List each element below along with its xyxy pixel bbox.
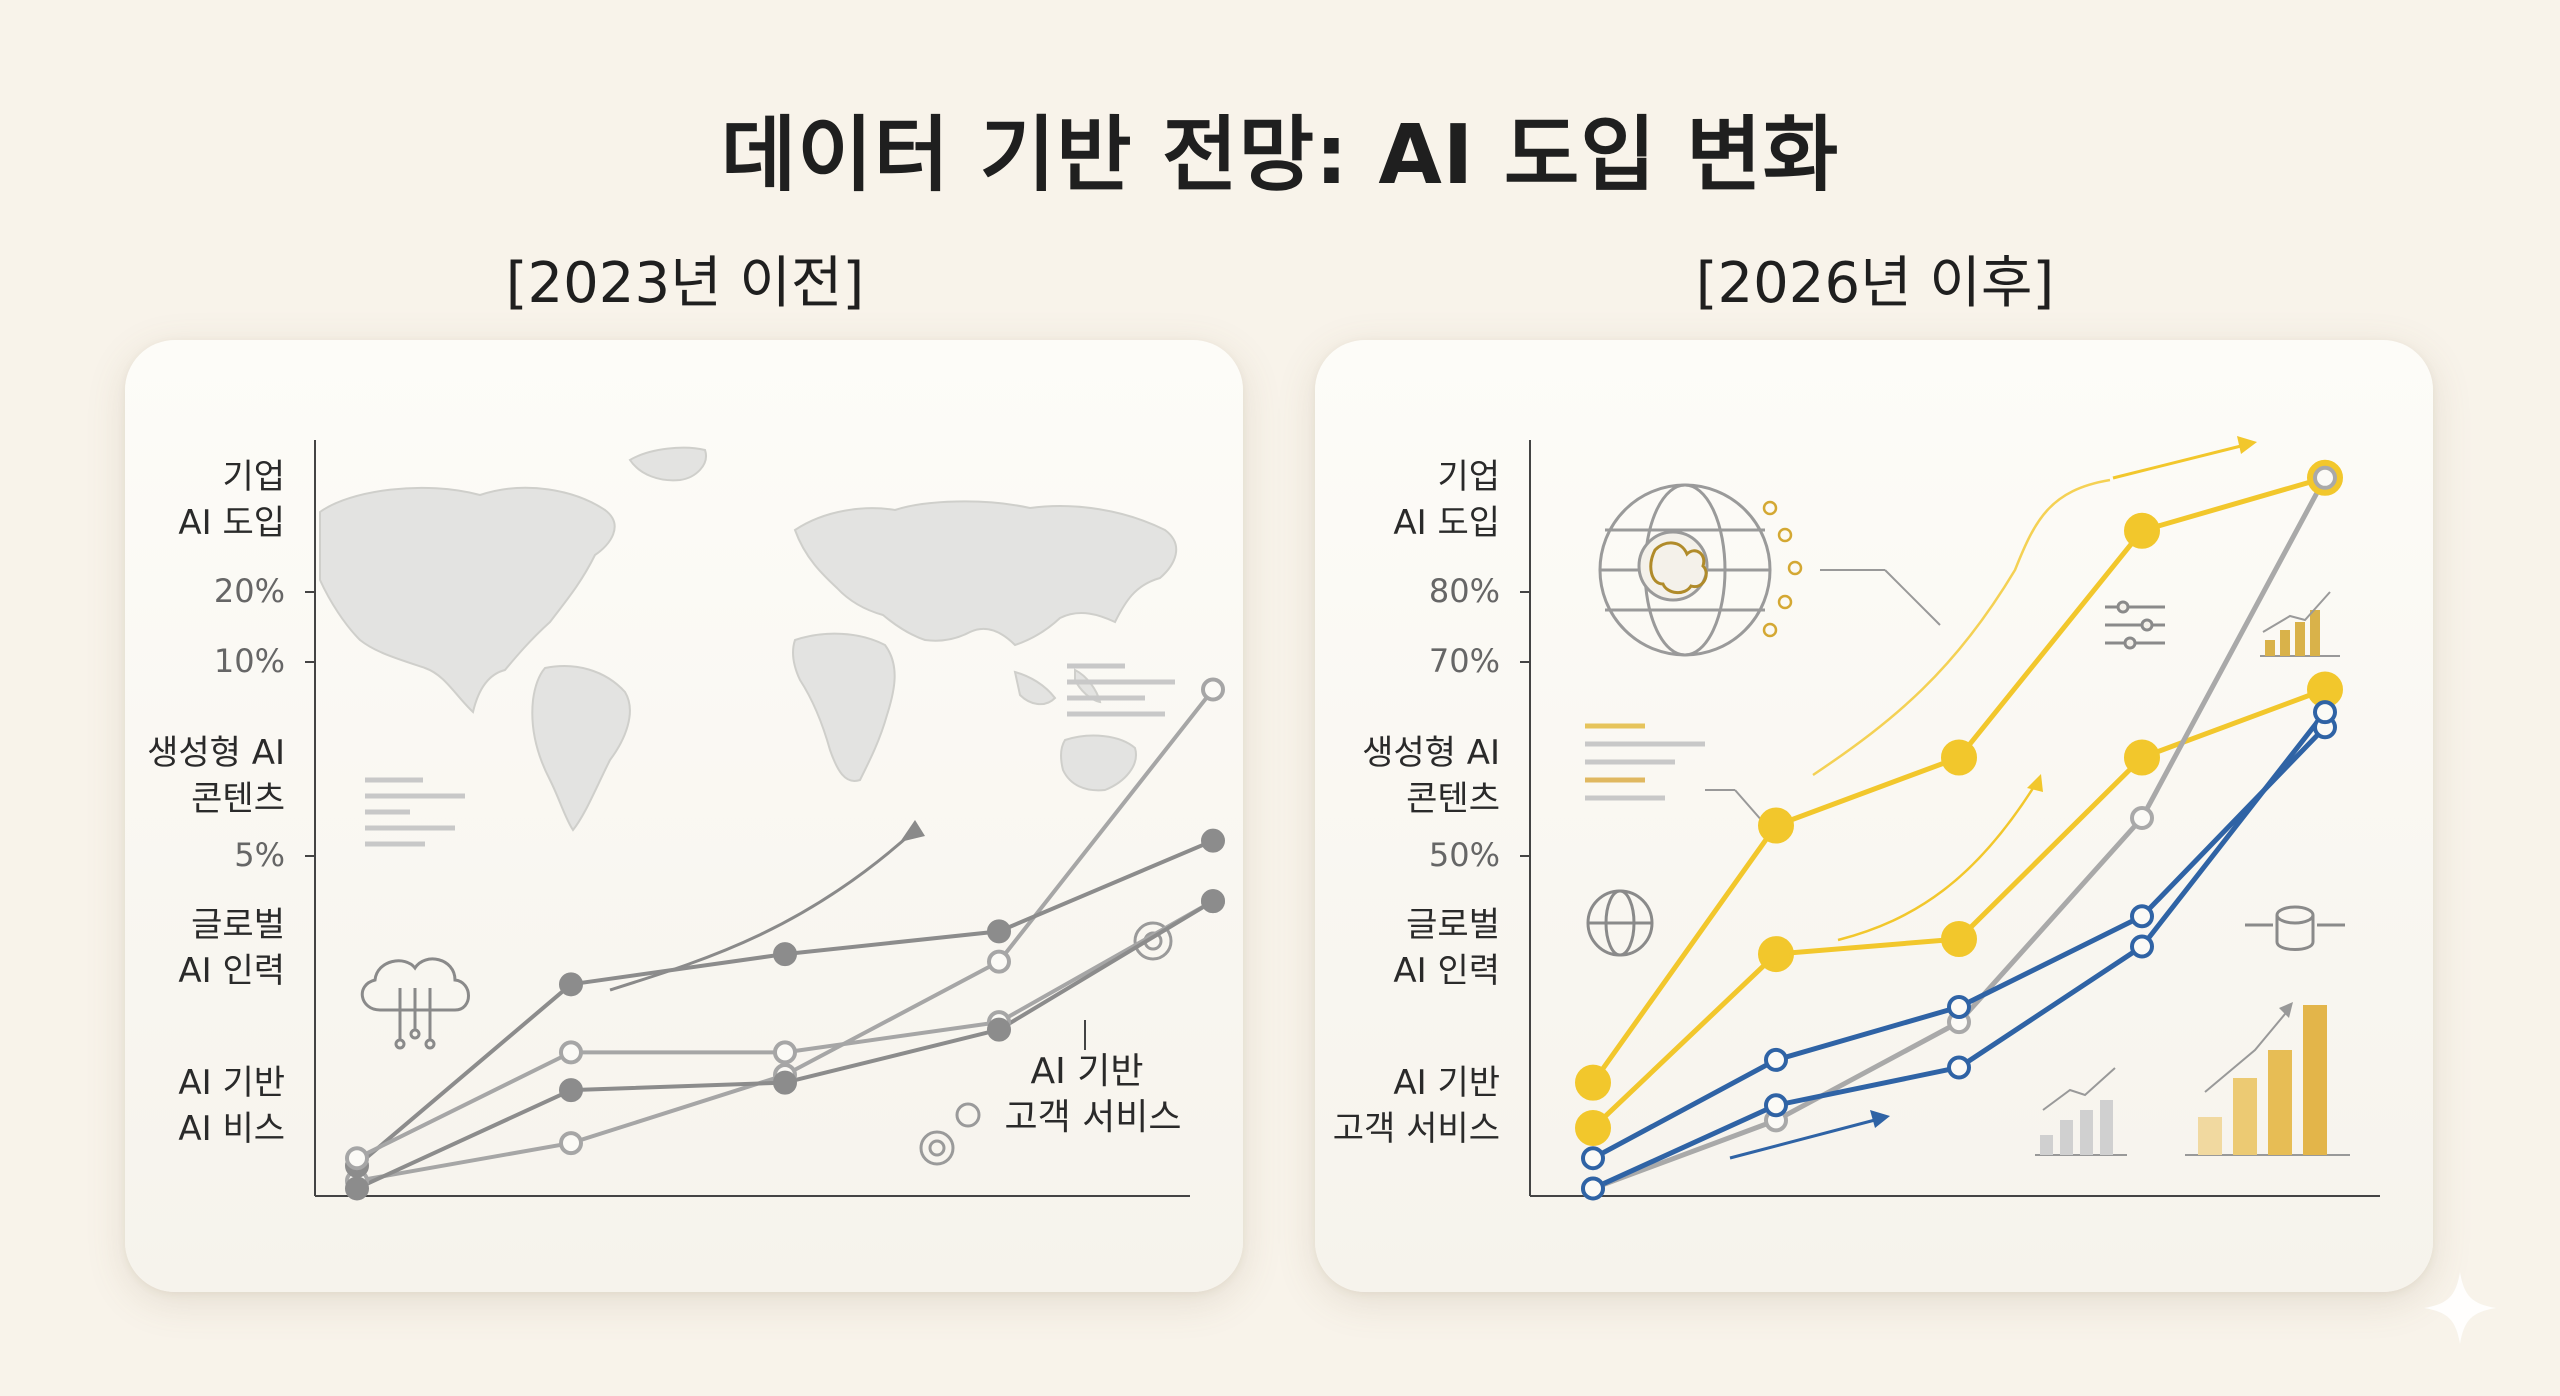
data-point [1201, 889, 1225, 914]
page-title: 데이터 기반 전망: AI 도입 변화 [720, 108, 1840, 203]
trend-arrow [1812, 478, 2111, 777]
data-point [559, 1040, 583, 1065]
data-point [1575, 1109, 1611, 1146]
brain-globe-icon [1598, 483, 1772, 657]
data-point [987, 919, 1011, 944]
bar-chart-icon [2185, 1002, 2350, 1156]
data-point [773, 1040, 797, 1065]
trend-arrowhead [2027, 774, 2043, 792]
sliders-icon [2105, 600, 2165, 650]
y-tick-label: 80% [1429, 572, 1500, 610]
y-label: 생성형 AI [147, 733, 285, 773]
data-point [1947, 995, 1971, 1019]
trend-arrowhead [1870, 1110, 1890, 1128]
y-tick-label: 5% [234, 836, 285, 874]
trend-arrow [609, 828, 917, 992]
chart-card-after-2026: 기업 AI 도입 80% 70% 생성형 AI 콘텐츠 50% 글로벌 AI 인… [1315, 340, 2433, 1292]
cloud-network-icon [360, 957, 470, 1050]
data-point [345, 1146, 369, 1171]
data-point [1764, 1093, 1788, 1118]
data-point [1201, 677, 1225, 702]
data-point [2313, 465, 2337, 490]
data-point [559, 1078, 583, 1103]
data-point [2124, 739, 2160, 776]
annotation: 고객 서비스 [1004, 1097, 1181, 1138]
trend-arrow [1729, 1118, 1876, 1160]
y-label: AI 도입 [1393, 503, 1500, 543]
y-tick-label: 20% [214, 572, 285, 610]
decorative-text-lines [1585, 723, 1705, 801]
y-label: AI 도입 [178, 503, 285, 543]
y-label: AI 인력 [178, 951, 285, 991]
data-point [559, 1131, 583, 1156]
data-point [345, 1176, 369, 1201]
data-point [559, 972, 583, 997]
y-label: AI 비스 [178, 1109, 285, 1149]
y-label: 글로벌 [1406, 905, 1500, 945]
data-point [1201, 828, 1225, 853]
series-group [1575, 459, 2343, 1201]
right-panel-title: [2026년 이후] [1695, 251, 2055, 316]
chart-before-2023: 기업 AI 도입 20% 10% 생성형 AI 콘텐츠 5% 글로벌 AI 인력… [147, 440, 1225, 1201]
y-label: 콘텐츠 [191, 779, 285, 819]
data-point [1758, 807, 1794, 844]
annotation: AI 기반 [1031, 1051, 1144, 1092]
data-point [1764, 1047, 1788, 1072]
data-point [2130, 934, 2154, 959]
sparkle-icon [2424, 1272, 2496, 1344]
series-group [345, 677, 1225, 1201]
data-point [773, 942, 797, 967]
data-point [1758, 936, 1794, 973]
data-point [2130, 904, 2154, 929]
y-label: 생성형 AI [1362, 733, 1500, 773]
data-point [2313, 700, 2337, 725]
y-label: 콘텐츠 [1406, 779, 1500, 819]
data-point [1581, 1146, 1605, 1171]
data-point [1941, 739, 1977, 776]
world-map-background [319, 446, 1178, 832]
y-label: 글로벌 [191, 905, 285, 945]
network-nodes [1762, 500, 1803, 638]
bar-chart-icon [2035, 1067, 2127, 1156]
data-point [1947, 1055, 1971, 1080]
bar-chart-icon [2260, 591, 2340, 657]
globe-icon [1586, 889, 1654, 957]
y-label: AI 기반 [1393, 1063, 1500, 1103]
trend-arrow [1837, 784, 2037, 942]
data-point [2130, 806, 2154, 830]
y-tick-label: 70% [1429, 642, 1500, 680]
data-point [1575, 1064, 1611, 1101]
data-point [1941, 920, 1977, 957]
y-label: AI 인력 [1393, 951, 1500, 991]
chart-card-before-2023: 기업 AI 도입 20% 10% 생성형 AI 콘텐츠 5% 글로벌 AI 인력… [125, 340, 1243, 1292]
y-label: 기업 [222, 457, 285, 497]
data-point [987, 949, 1011, 974]
y-label: 고객 서비스 [1333, 1109, 1500, 1149]
database-icon [2245, 905, 2345, 951]
trend-arrow [2112, 443, 2246, 480]
data-point [987, 1017, 1011, 1042]
trend-arrowhead [2237, 436, 2257, 454]
data-point [773, 1070, 797, 1095]
pointer-line [1884, 569, 1941, 626]
y-tick-label: 10% [214, 642, 285, 680]
chart-after-2026: 기업 AI 도입 80% 70% 생성형 AI 콘텐츠 50% 글로벌 AI 인… [1333, 436, 2380, 1201]
y-tick-label: 50% [1429, 836, 1500, 874]
data-point [2124, 512, 2160, 549]
left-panel-title: [2023년 이전] [505, 251, 865, 316]
data-point [1581, 1176, 1605, 1201]
y-label: 기업 [1437, 457, 1500, 497]
decorative-text-lines [365, 663, 1175, 847]
y-label: AI 기반 [178, 1063, 285, 1103]
trend-arrowhead [900, 820, 925, 842]
